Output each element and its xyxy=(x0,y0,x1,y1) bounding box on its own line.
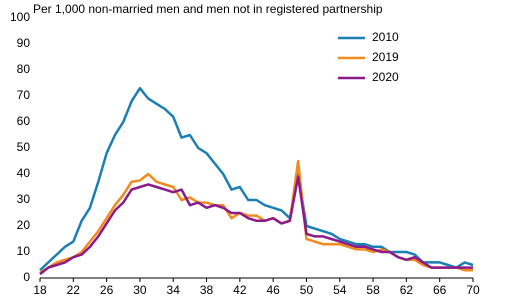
x-tick-label: 34 xyxy=(167,283,181,297)
x-tick-label: 30 xyxy=(133,283,147,297)
x-tick-label: 18 xyxy=(33,283,47,297)
series-line xyxy=(39,175,473,276)
series-line xyxy=(39,159,473,274)
x-tick-label: 66 xyxy=(433,283,447,297)
x-tick-label: 50 xyxy=(300,283,314,297)
y-tick-label: 10 xyxy=(17,244,31,258)
x-tick-label: 62 xyxy=(400,283,414,297)
y-tick-label: 50 xyxy=(17,140,31,154)
y-tick-label: 70 xyxy=(17,88,31,102)
legend-label: 2019 xyxy=(372,50,399,64)
x-tick-label: 42 xyxy=(233,283,247,297)
y-tick-label: 100 xyxy=(10,10,30,24)
x-tick-label: 58 xyxy=(366,283,380,297)
x-tick-label: 70 xyxy=(466,283,480,297)
y-tick-label: 80 xyxy=(17,62,31,76)
y-tick-label: 40 xyxy=(17,166,31,180)
x-tick-label: 46 xyxy=(266,283,280,297)
y-tick-label: 30 xyxy=(17,192,31,206)
y-tick-label: 20 xyxy=(17,218,31,232)
x-tick-label: 54 xyxy=(333,283,347,297)
series-line xyxy=(39,86,474,272)
chart-title: Per 1,000 non-married men and men not in… xyxy=(33,2,383,16)
y-tick-label: 90 xyxy=(17,36,31,50)
legend-label: 2020 xyxy=(372,70,399,84)
legend-label: 2010 xyxy=(372,30,399,44)
x-tick-label: 26 xyxy=(100,283,114,297)
x-tick-label: 22 xyxy=(67,283,81,297)
x-tick-label: 38 xyxy=(200,283,214,297)
y-tick-label: 0 xyxy=(23,270,30,284)
y-tick-label: 60 xyxy=(17,114,31,128)
